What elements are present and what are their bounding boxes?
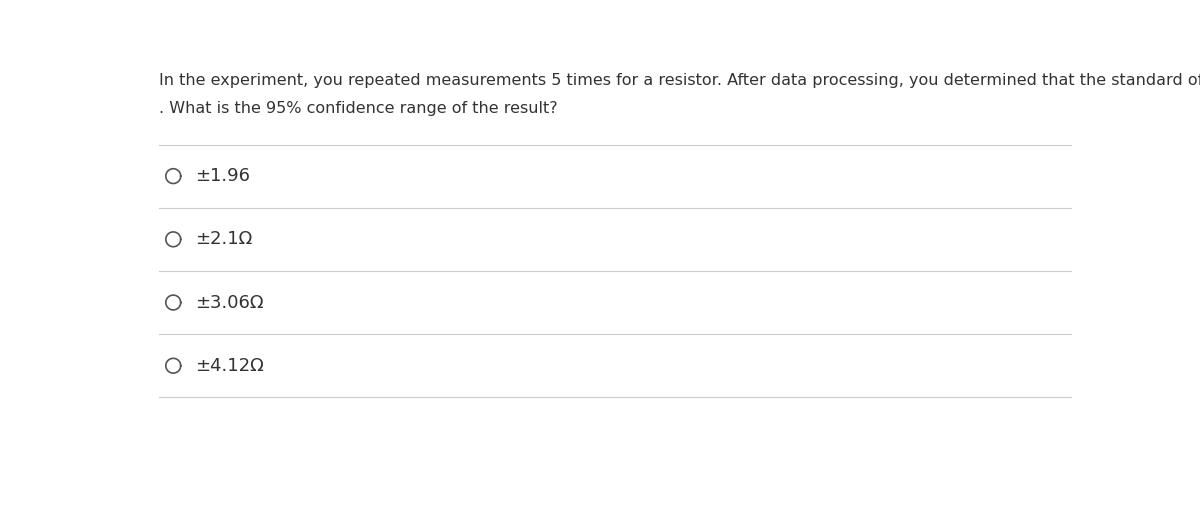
Text: ±1.96: ±1.96 [194, 167, 250, 185]
Text: In the experiment, you repeated measurements 5 times for a resistor. After data : In the experiment, you repeated measurem… [160, 73, 1200, 88]
Text: . What is the 95% confidence range of the result?: . What is the 95% confidence range of th… [160, 101, 558, 116]
Text: ±3.06Ω: ±3.06Ω [194, 293, 263, 311]
Text: ±4.12Ω: ±4.12Ω [194, 357, 263, 374]
Text: ±2.1Ω: ±2.1Ω [194, 230, 252, 248]
